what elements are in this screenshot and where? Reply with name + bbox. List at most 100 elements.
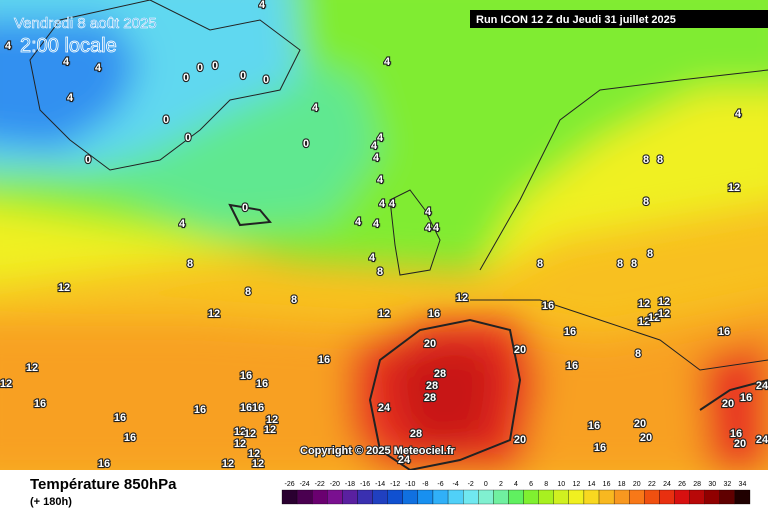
scale-label: 6 [529, 481, 533, 488]
contour-label: 24 [398, 454, 411, 466]
scale-swatch [342, 489, 358, 505]
scale-label: 28 [693, 481, 701, 488]
contour-label: 16 [98, 458, 110, 470]
contour-label: 16 [740, 392, 752, 404]
scale-label: 0 [484, 481, 488, 488]
scale-swatch [719, 489, 736, 505]
contour-label: 12 [26, 362, 38, 374]
scale-label: 12 [572, 481, 580, 488]
contour-label: 4 [259, 0, 266, 11]
contour-label: 4 [377, 132, 384, 144]
contour-label: 12 [252, 458, 264, 470]
contour-label: 12 [208, 308, 220, 320]
contour-label: 0 [163, 114, 169, 126]
contour-label: 16 [318, 354, 330, 366]
contour-label: 20 [640, 432, 652, 444]
contour-label: 8 [617, 258, 623, 270]
contour-label: 12 [638, 316, 650, 328]
contour-label: 8 [631, 258, 637, 270]
scale-label: -4 [452, 481, 458, 488]
scale-label: 14 [588, 481, 596, 488]
contour-label: 4 [312, 102, 319, 114]
run-banner [470, 10, 768, 28]
contour-label: 12 [234, 426, 246, 438]
scale-label: 24 [663, 481, 671, 488]
contour-label: 16 [240, 402, 252, 414]
contour-label: 12 [222, 458, 234, 470]
contour-label: 20 [634, 418, 646, 430]
scale-swatch [508, 489, 524, 505]
contour-label: 8 [245, 286, 251, 298]
scale-swatch [432, 489, 449, 505]
time-text: 2:00 locale [20, 35, 117, 57]
scale-swatch [583, 489, 600, 505]
scale-label: 32 [723, 481, 731, 488]
scale-label: -22 [315, 481, 325, 488]
contour-label: 8 [537, 258, 543, 270]
scale-label: -10 [405, 481, 415, 488]
scale-swatch [553, 489, 569, 505]
scale-label: 10 [557, 481, 565, 488]
contour-label: 0 [263, 74, 269, 86]
scale-swatch [281, 489, 298, 505]
scale-label: 20 [633, 481, 641, 488]
contour-label: 16 [566, 360, 578, 372]
contour-label: 12 [58, 282, 70, 294]
contour-label: 8 [647, 248, 653, 260]
contour-label: 4 [384, 56, 391, 68]
contour-label: 16 [194, 404, 206, 416]
contour-label: 4 [67, 92, 74, 104]
contour-label: 28 [426, 380, 438, 392]
contour-label: 4 [735, 108, 742, 120]
scale-swatch [523, 489, 539, 505]
scale-label: -16 [360, 481, 370, 488]
contour-label: 16 [594, 442, 606, 454]
contour-label: 0 [185, 132, 191, 144]
date-text: Vendredi 8 août 2025 [14, 15, 157, 32]
contour-label: 4 [373, 152, 380, 164]
scale-label: 8 [544, 481, 548, 488]
contour-label: 16 [114, 412, 126, 424]
contour-label: 12 [0, 378, 12, 390]
contour-label: 16 [718, 326, 730, 338]
contour-label: 20 [722, 398, 734, 410]
scale-label: -14 [375, 481, 385, 488]
scale-label: -12 [390, 481, 400, 488]
contour-label: 16 [730, 428, 742, 440]
contour-label: 4 [425, 222, 432, 234]
contour-label: 16 [240, 370, 252, 382]
scale-swatch [659, 489, 675, 505]
contour-label: 8 [377, 266, 383, 278]
contour-label: 0 [85, 154, 91, 166]
contour-label: 12 [234, 438, 246, 450]
contour-label: 16 [428, 308, 440, 320]
scale-label: 34 [739, 481, 747, 488]
scale-label: 22 [648, 481, 656, 488]
scale-label: 4 [514, 481, 518, 488]
contour-label: 8 [643, 154, 649, 166]
scale-label: -26 [284, 481, 294, 488]
scale-swatch [613, 489, 630, 505]
contour-label: 24 [756, 434, 768, 446]
scale-label: 2 [499, 481, 503, 488]
contour-label: 8 [657, 154, 663, 166]
scale-label: -20 [330, 481, 340, 488]
scale-swatch [327, 489, 343, 505]
contour-label: 8 [291, 294, 297, 306]
footer-title: Température 850hPa [30, 476, 177, 493]
scale-swatch [674, 489, 690, 505]
scale-swatch [463, 489, 479, 505]
scale-label: -6 [437, 481, 443, 488]
contour-label: 12 [266, 414, 278, 426]
scale-label: -18 [345, 481, 355, 488]
contour-label: 0 [197, 62, 203, 74]
contour-label: 12 [456, 292, 468, 304]
coastlines [29, 0, 768, 472]
contour-label: 28 [434, 368, 446, 380]
contour-label: 4 [369, 252, 376, 264]
scale-swatch [447, 489, 464, 505]
contour-label: 4 [179, 218, 186, 230]
contour-label: 16 [588, 420, 600, 432]
contour-label: 12 [658, 296, 670, 308]
